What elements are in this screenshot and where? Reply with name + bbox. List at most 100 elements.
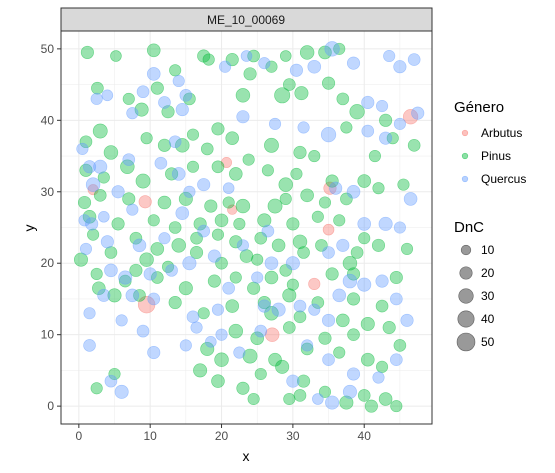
data-point-pinus: [235, 88, 251, 103]
data-point-arbutus: [322, 223, 335, 236]
data-point-quercus: [322, 353, 335, 366]
data-point-pinus: [91, 81, 104, 95]
x-tick-label: 30: [286, 429, 300, 443]
data-point-arbutus: [323, 181, 337, 195]
data-point-pinus: [360, 316, 375, 331]
data-point-quercus: [172, 74, 185, 88]
data-point-pinus: [282, 288, 297, 303]
data-point-quercus: [125, 288, 140, 303]
data-point-pinus: [347, 328, 360, 341]
data-point-pinus: [350, 246, 364, 259]
data-point-quercus: [346, 184, 361, 199]
data-point-pinus: [200, 341, 215, 356]
data-point-pinus: [364, 399, 378, 413]
data-point-pinus: [361, 352, 375, 367]
data-point-pinus: [300, 342, 314, 356]
data-point-pinus: [318, 331, 332, 345]
data-point-pinus: [393, 339, 407, 352]
data-point-pinus: [186, 128, 200, 141]
data-point-quercus: [236, 110, 250, 124]
data-point-quercus: [390, 353, 403, 366]
data-point-pinus: [389, 270, 403, 285]
data-point-pinus: [283, 78, 296, 91]
data-point-pinus: [103, 145, 119, 160]
data-point-quercus: [307, 59, 322, 74]
size-legend: DnC 10 20 30 40 50: [454, 219, 495, 352]
data-point-pinus: [229, 167, 243, 181]
data-point-quercus: [264, 256, 279, 271]
data-point-pinus: [279, 264, 293, 277]
data-point-quercus: [236, 239, 249, 252]
data-point-quercus: [372, 371, 385, 384]
data-point-quercus: [83, 307, 96, 320]
data-point-pinus: [407, 139, 421, 152]
data-point-quercus: [118, 270, 133, 285]
data-point-pinus: [90, 267, 103, 280]
panel-border: [60, 30, 433, 425]
data-point-quercus: [147, 292, 161, 306]
data-point-pinus: [325, 267, 339, 281]
data-point-pinus: [333, 214, 346, 227]
data-point-quercus: [93, 159, 108, 174]
data-point-quercus: [114, 384, 129, 399]
data-point-pinus: [129, 263, 143, 277]
data-point-pinus: [318, 385, 332, 398]
x-tick-label: 40: [358, 429, 372, 443]
data-point-quercus: [197, 224, 210, 238]
data-point-pinus: [286, 217, 300, 231]
size-legend-label: 20: [481, 266, 495, 280]
data-point-quercus: [289, 63, 303, 77]
data-point-quercus: [219, 60, 232, 73]
data-point-pinus: [339, 395, 354, 410]
data-point-pinus: [264, 137, 279, 153]
data-point-pinus: [386, 132, 399, 145]
data-point-pinus: [183, 92, 196, 106]
data-point-pinus: [171, 238, 186, 253]
data-point-pinus: [229, 235, 243, 249]
data-point-quercus: [126, 203, 139, 216]
data-point-quercus: [268, 117, 282, 130]
data-point-quercus: [393, 221, 406, 234]
data-point-pinus: [147, 214, 160, 227]
data-point-quercus: [215, 328, 228, 341]
data-point-pinus: [225, 131, 240, 145]
data-point-pinus: [214, 213, 229, 228]
data-point-pinus: [357, 174, 371, 188]
data-point-quercus: [205, 336, 217, 348]
data-point-quercus: [393, 60, 407, 74]
size-legend-key: [459, 266, 473, 280]
data-point-pinus: [239, 249, 254, 263]
data-point-quercus: [122, 153, 136, 166]
color-legend-label: Quercus: [481, 172, 526, 186]
data-point-pinus: [175, 138, 190, 153]
data-point-pinus: [375, 299, 389, 313]
data-point-pinus: [268, 352, 282, 367]
data-point-quercus: [126, 107, 139, 120]
data-point-quercus: [175, 206, 190, 220]
data-point-arbutus: [402, 109, 419, 125]
data-point-quercus: [322, 246, 335, 259]
color-legend-label: Pinus: [481, 149, 511, 163]
data-point-pinus: [242, 348, 258, 364]
data-point-quercus: [357, 217, 371, 231]
data-point-pinus: [168, 295, 182, 310]
data-point-pinus: [186, 160, 200, 173]
data-point-quercus: [182, 256, 197, 271]
data-point-pinus: [190, 245, 204, 260]
data-point-quercus: [158, 232, 171, 245]
data-point-quercus: [83, 339, 96, 352]
data-point-quercus: [143, 267, 157, 281]
data-point-pinus: [336, 313, 350, 328]
data-point-pinus: [122, 92, 135, 105]
data-point-quercus: [261, 224, 275, 238]
data-point-quercus: [132, 238, 147, 253]
data-point-pinus: [311, 210, 324, 223]
data-point-quercus: [308, 303, 321, 316]
data-point-pinus: [97, 171, 110, 184]
x-tick-label: 10: [144, 429, 158, 443]
data-point-pinus: [242, 153, 255, 166]
data-point-pinus: [293, 389, 307, 402]
data-point-pinus: [371, 238, 386, 252]
data-point-pinus: [333, 346, 346, 359]
